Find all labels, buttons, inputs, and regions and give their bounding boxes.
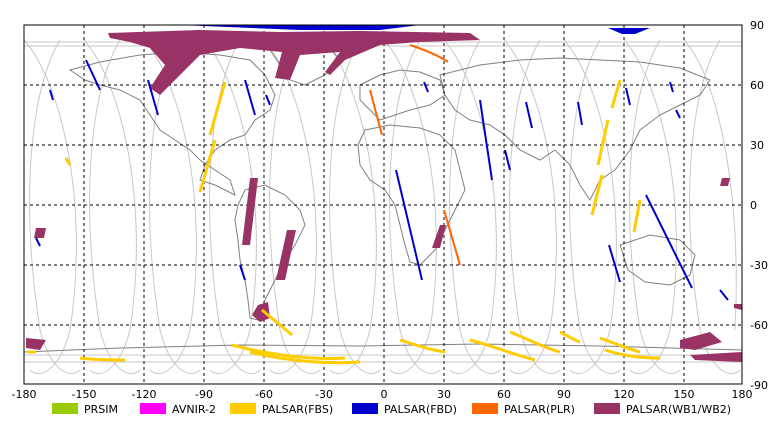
legend-swatch xyxy=(594,403,620,414)
x-tick-label: 90 xyxy=(557,388,571,401)
plot-frame xyxy=(23,24,743,385)
y-tick-label: -60 xyxy=(750,319,768,332)
x-tick-label: 180 xyxy=(732,388,753,401)
fbd-polar-cap xyxy=(180,25,420,30)
y-tick-label: 60 xyxy=(750,79,764,92)
y-tick-label: 90 xyxy=(750,19,764,32)
x-tick-label: -180 xyxy=(12,388,37,401)
legend-swatch xyxy=(140,403,166,414)
x-tick-label: 120 xyxy=(614,388,635,401)
legend-swatch xyxy=(230,403,256,414)
x-tick-label: 150 xyxy=(674,388,695,401)
map-background xyxy=(24,25,742,384)
y-axis: 90 60 30 0 -30 -60 -90 xyxy=(750,19,768,392)
legend: PRSIM AVNIR-2 PALSAR(FBS) PALSAR(FBD) PA… xyxy=(52,403,731,416)
x-tick-label: 0 xyxy=(381,388,388,401)
fbd-polar-cap-east xyxy=(608,28,650,34)
legend-item-palsar-plr: PALSAR(PLR) xyxy=(472,403,575,416)
fbd-swaths xyxy=(35,59,729,301)
legend-item-avnir2: AVNIR-2 xyxy=(140,403,216,416)
europe-outline xyxy=(359,69,446,121)
australia-outline xyxy=(619,234,696,286)
plr-swaths xyxy=(369,44,461,266)
x-tick-label: -30 xyxy=(315,388,333,401)
legend-swatch xyxy=(472,403,498,414)
x-tick-label: 60 xyxy=(497,388,511,401)
y-tick-label: -90 xyxy=(750,379,768,392)
y-tick-label: 0 xyxy=(750,199,757,212)
legend-label: PALSAR(FBS) xyxy=(262,403,333,416)
legend-label: PALSAR(PLR) xyxy=(504,403,575,416)
legend-label: PALSAR(WB1/WB2) xyxy=(626,403,731,416)
legend-swatch xyxy=(52,403,78,414)
legend-item-palsar-fbd: PALSAR(FBD) xyxy=(352,403,457,416)
legend-label: AVNIR-2 xyxy=(172,403,216,416)
north-america-outline xyxy=(68,51,276,196)
fbs-swaths xyxy=(28,79,661,365)
y-tick-label: -30 xyxy=(750,259,768,272)
legend-item-palsar-wb: PALSAR(WB1/WB2) xyxy=(594,403,731,416)
x-tick-label: -150 xyxy=(72,388,97,401)
x-tick-label: -120 xyxy=(132,388,157,401)
y-tick-label: 30 xyxy=(750,139,764,152)
legend-label: PALSAR(FBD) xyxy=(384,403,457,416)
asia-outline xyxy=(439,57,711,201)
legend-swatch xyxy=(352,403,378,414)
legend-item-prsim: PRSIM xyxy=(52,403,118,416)
antarctica-outline xyxy=(23,343,743,353)
africa-outline xyxy=(357,124,466,266)
legend-label: PRSIM xyxy=(84,403,118,416)
x-tick-label: -90 xyxy=(195,388,213,401)
legend-item-palsar-fbs: PALSAR(FBS) xyxy=(230,403,333,416)
x-axis: -180 -150 -120 -90 -60 -30 0 30 60 90 12… xyxy=(12,388,753,401)
x-tick-label: -60 xyxy=(255,388,273,401)
x-tick-label: 30 xyxy=(437,388,451,401)
wb-swaths xyxy=(26,30,742,362)
